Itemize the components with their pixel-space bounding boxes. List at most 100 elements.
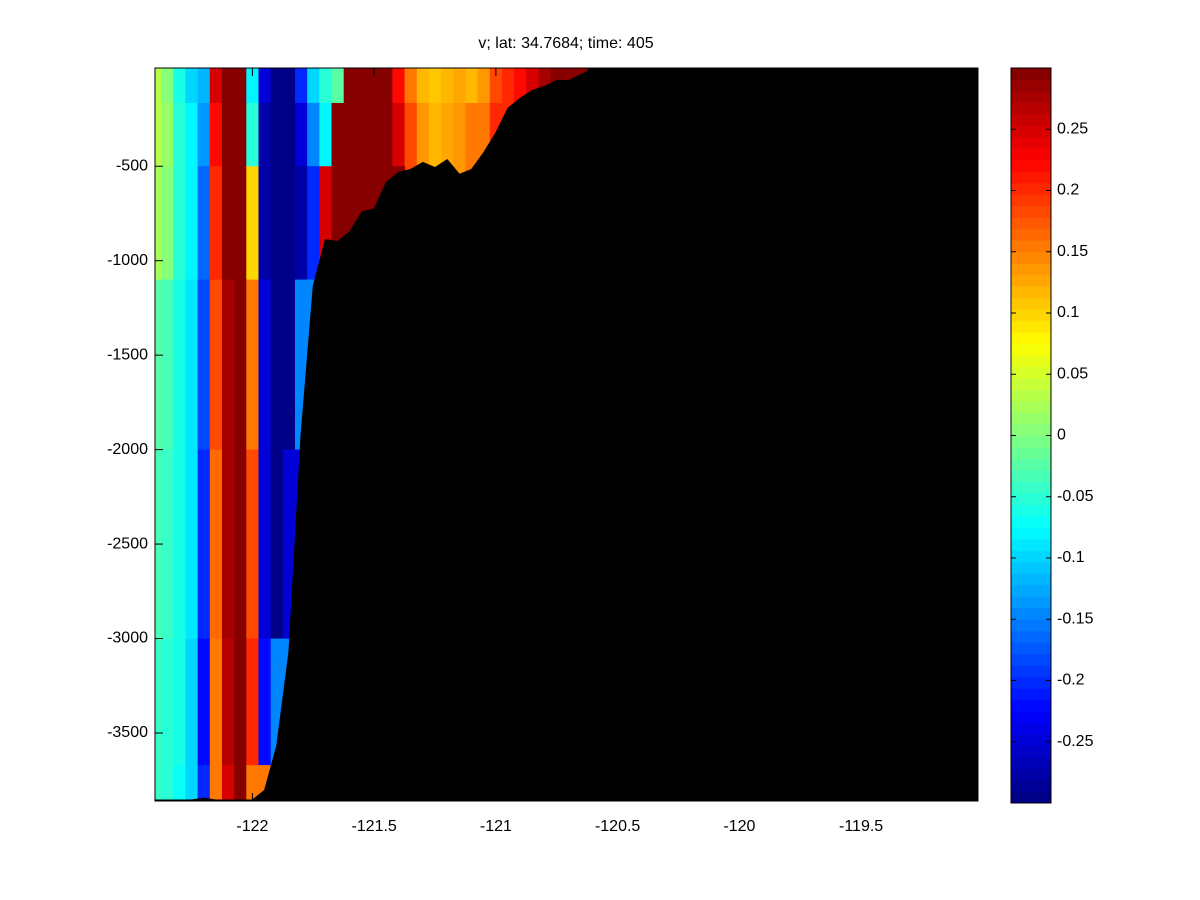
x-tick-label: -122: [236, 818, 268, 835]
colorbar-level: [1011, 355, 1051, 368]
cell: [270, 279, 284, 451]
colorbar-level: [1011, 642, 1051, 655]
cell: [197, 638, 211, 766]
cell: [209, 638, 223, 766]
y-tick-label: -2000: [107, 441, 148, 458]
cell: [465, 68, 479, 104]
cell: [234, 68, 247, 104]
colorbar-tick-label: 0.2: [1057, 182, 1079, 199]
colorbar-level: [1011, 125, 1051, 138]
chart-title: v; lat: 34.7684; time: 405: [478, 35, 653, 52]
cell: [173, 68, 187, 104]
colorbar-level: [1011, 653, 1051, 666]
colorbar-level: [1011, 584, 1051, 597]
cell: [185, 765, 199, 801]
colorbar-tick-label: 0.15: [1057, 243, 1088, 260]
cell: [282, 166, 296, 281]
cell: [270, 102, 284, 167]
colorbar-level: [1011, 366, 1051, 379]
colorbar-level: [1011, 263, 1051, 276]
cell: [185, 68, 199, 104]
colorbar-level: [1011, 297, 1051, 310]
colorbar-level: [1011, 596, 1051, 609]
cell: [380, 102, 394, 167]
cell: [282, 68, 296, 104]
colorbar-level: [1011, 619, 1051, 632]
cell: [155, 765, 162, 801]
cell: [307, 68, 320, 104]
cell: [221, 68, 235, 104]
colorbar-level: [1011, 504, 1051, 517]
colorbar-level: [1011, 515, 1051, 528]
cell: [258, 638, 272, 801]
cell: [221, 765, 235, 801]
cell: [270, 68, 284, 104]
colorbar-tick-label: 0.1: [1057, 304, 1079, 321]
cell: [185, 638, 199, 766]
colorbar-level: [1011, 734, 1051, 747]
cell: [282, 279, 296, 451]
colorbar-level: [1011, 458, 1051, 471]
cell: [331, 68, 345, 104]
colorbar-tick-label: -0.2: [1057, 672, 1085, 689]
axes-box: [154, 67, 979, 802]
colorbar-level: [1011, 469, 1051, 482]
colorbar-level: [1011, 757, 1051, 770]
colorbar-level: [1011, 401, 1051, 414]
cell: [161, 638, 174, 766]
cell: [209, 765, 223, 801]
cell: [197, 279, 211, 451]
cell: [234, 279, 247, 451]
cell: [185, 102, 199, 167]
cell: [368, 102, 381, 167]
cell: [197, 166, 211, 281]
cell: [355, 68, 369, 104]
cell: [331, 102, 345, 167]
cell: [197, 449, 211, 640]
colorbar-level: [1011, 274, 1051, 287]
colorbar-level: [1011, 343, 1051, 356]
cell: [246, 449, 260, 640]
cell: [246, 68, 260, 104]
x-tick-label: -120: [723, 818, 755, 835]
colorbar-level: [1011, 320, 1051, 333]
cell: [428, 68, 442, 104]
cell: [343, 68, 357, 104]
cell: [155, 68, 162, 104]
colorbar-level: [1011, 630, 1051, 643]
colorbar-level: [1011, 745, 1051, 758]
cell: [209, 166, 223, 281]
colorbar-level: [1011, 665, 1051, 678]
cell: [404, 68, 418, 104]
cell: [477, 68, 491, 104]
cell: [295, 166, 308, 281]
colorbar-level: [1011, 424, 1051, 436]
y-tick-label: -2500: [107, 535, 148, 552]
colorbar-level: [1011, 286, 1051, 299]
colorbar-level: [1011, 102, 1051, 115]
colorbar-level: [1011, 699, 1051, 712]
colorbar-level: [1011, 113, 1051, 126]
colorbar-level: [1011, 711, 1051, 724]
cell: [173, 638, 187, 766]
cell: [209, 68, 223, 104]
colorbar-level: [1011, 389, 1051, 402]
cell: [246, 166, 260, 281]
x-tick-label: -121.5: [351, 818, 396, 835]
cell: [295, 68, 308, 104]
colorbar-tick-label: 0.05: [1057, 365, 1088, 382]
colorbar-level: [1011, 251, 1051, 264]
cell: [270, 449, 284, 640]
cell: [307, 102, 320, 167]
cell: [258, 166, 272, 281]
cell: [246, 279, 260, 451]
cell: [161, 765, 174, 801]
colorbar-level: [1011, 171, 1051, 184]
cell: [246, 638, 260, 766]
cell: [234, 638, 247, 766]
cell: [221, 449, 235, 640]
cell: [441, 68, 454, 104]
cell: [246, 102, 260, 167]
cell: [185, 166, 199, 281]
